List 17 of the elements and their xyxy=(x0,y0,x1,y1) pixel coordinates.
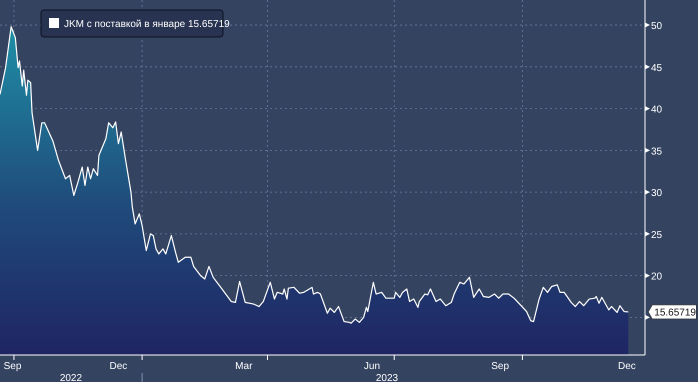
x-tick-label: Jun xyxy=(364,361,380,372)
x-tick-label: Sep xyxy=(4,361,22,372)
text: 2022 xyxy=(60,373,83,382)
y-tick-label: 30 xyxy=(651,188,663,200)
y-tick-label: 25 xyxy=(651,230,663,241)
y-tick-label: 35 xyxy=(651,146,663,158)
legend-label: JKM с поставкой в январе 15.65719 xyxy=(64,19,230,30)
y-tick-label: 45 xyxy=(651,62,663,74)
annotation: 15.65719 xyxy=(654,307,696,318)
text: 2023 xyxy=(376,373,399,382)
x-tick-label: Mar xyxy=(235,361,254,372)
y-tick-label: 20 xyxy=(651,272,663,283)
x-tick-label: Dec xyxy=(618,361,636,372)
x-tick-label: Sep xyxy=(491,361,510,372)
y-tick-label: 50 xyxy=(651,21,663,32)
y-tick-label: 40 xyxy=(651,104,663,116)
x-tick-label: Dec xyxy=(110,361,128,372)
